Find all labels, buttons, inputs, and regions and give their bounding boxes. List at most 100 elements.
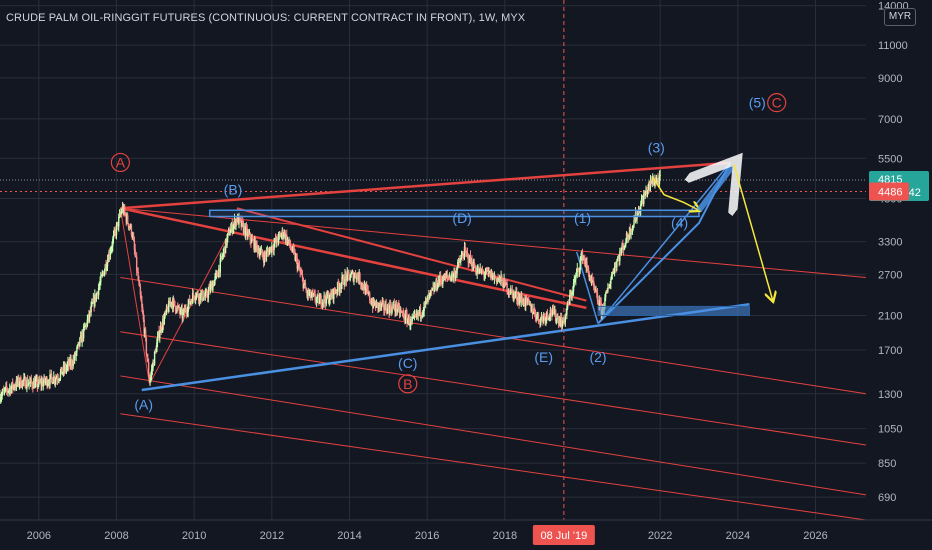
candle-body <box>230 223 233 229</box>
candle-body <box>227 233 229 238</box>
candle-body <box>108 252 110 262</box>
candle-body <box>41 381 43 386</box>
candle-body <box>260 249 263 251</box>
candle-body <box>495 278 498 283</box>
candle-body <box>336 282 339 293</box>
candle-body <box>216 272 219 277</box>
candle-body <box>154 349 157 352</box>
candle-body <box>148 374 151 383</box>
candle-body <box>11 382 13 388</box>
candle-body <box>595 290 597 292</box>
candle-body <box>404 318 406 321</box>
candle-body <box>233 219 236 224</box>
candle-body <box>460 258 462 262</box>
candle-body <box>358 273 360 281</box>
candle-body <box>575 275 577 280</box>
time-tick-label: 2010 <box>182 530 206 542</box>
candle-body <box>507 291 510 293</box>
candle-body <box>419 307 422 317</box>
candle-body <box>298 264 300 266</box>
candle-body <box>554 309 556 315</box>
candle-body <box>457 260 460 262</box>
candle-body <box>76 344 79 348</box>
candle-body <box>515 291 517 295</box>
candle-body <box>516 291 518 300</box>
candle-body <box>448 276 451 278</box>
candle-body <box>160 325 163 331</box>
candle-body <box>329 292 331 301</box>
candle-body <box>124 207 126 213</box>
candle-body <box>312 292 314 295</box>
currency-button[interactable]: MYR <box>884 8 916 26</box>
candle-body <box>615 264 617 268</box>
candle-body <box>105 264 107 270</box>
candle-body <box>509 292 511 294</box>
candle-body <box>399 310 401 314</box>
candle-body <box>491 271 493 280</box>
candle-body <box>243 226 245 233</box>
candle-body <box>539 320 541 326</box>
candle-body <box>295 256 298 259</box>
candle-body <box>557 317 560 325</box>
wave-label: (5) <box>749 95 766 111</box>
candle-body <box>157 331 160 337</box>
candle-body <box>26 379 29 386</box>
candle-body <box>331 289 334 298</box>
candle-body <box>166 306 168 309</box>
candle-body <box>153 361 155 365</box>
candle-body <box>237 215 239 225</box>
candle-body <box>613 265 616 274</box>
candle-body <box>110 248 112 252</box>
candle-body <box>300 272 302 274</box>
candle-body <box>551 307 554 315</box>
candle-body <box>489 271 492 278</box>
candle-body <box>159 325 162 333</box>
candle-body <box>598 302 600 308</box>
candle-body <box>650 179 652 184</box>
candle-body <box>144 330 146 334</box>
candle-body <box>483 274 486 276</box>
candle-body <box>407 316 410 321</box>
wave-label: (2) <box>589 349 606 365</box>
candle-body <box>120 212 122 215</box>
candle-body <box>90 305 92 313</box>
candle-body <box>31 382 33 387</box>
candle-body <box>366 288 369 291</box>
candle-body <box>20 377 22 387</box>
candle-body <box>232 228 234 233</box>
candle-body <box>304 282 307 289</box>
candle-body <box>46 377 48 387</box>
candle-body <box>161 328 163 331</box>
candle-body <box>441 280 443 284</box>
candle-body <box>156 336 159 343</box>
candle-body <box>85 323 87 327</box>
candle-body <box>578 268 580 272</box>
candle-body <box>597 300 599 303</box>
candle-body <box>327 294 329 298</box>
candle-body <box>149 380 151 383</box>
wave-circle <box>767 93 787 113</box>
candle-body <box>181 308 183 319</box>
candle-body <box>478 268 480 274</box>
candle-body <box>77 341 80 345</box>
candle-body <box>165 306 168 312</box>
candle-body <box>119 213 121 215</box>
candle-body <box>632 225 634 226</box>
candle-body <box>382 301 384 303</box>
candle-body <box>392 306 394 308</box>
candle-body <box>579 260 581 270</box>
candle-body <box>113 230 115 235</box>
candle-body <box>644 192 646 196</box>
candle-body <box>580 257 582 261</box>
candle-body <box>56 377 58 379</box>
candle-body <box>638 209 640 213</box>
candle-body <box>215 272 218 274</box>
candle-body <box>373 298 375 305</box>
candle-body <box>34 381 36 388</box>
candle-body <box>458 260 460 263</box>
candle-body <box>380 302 382 307</box>
candle-body <box>168 300 171 305</box>
candle-body <box>428 293 431 296</box>
candle-body <box>381 301 384 304</box>
